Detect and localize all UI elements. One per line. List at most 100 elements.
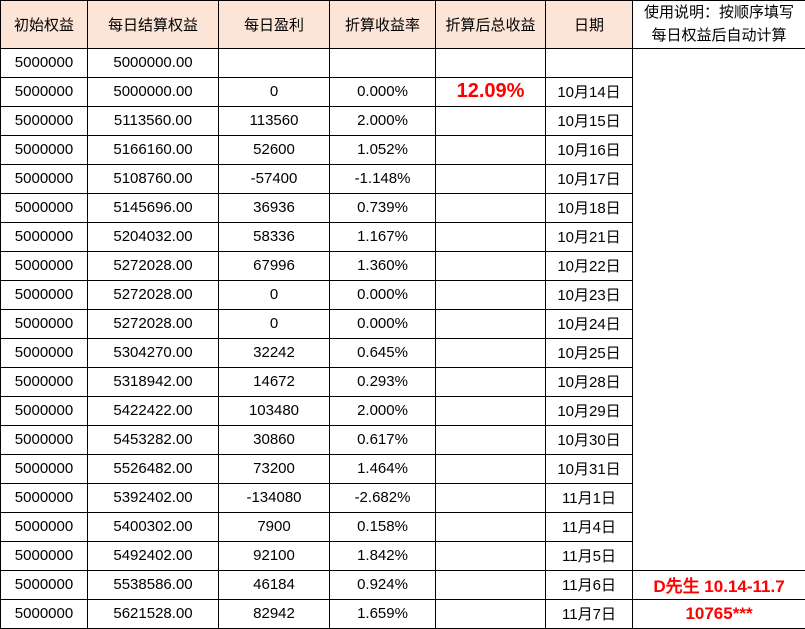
cell-daily-profit[interactable]: -134080: [219, 483, 330, 512]
cell-settlement-equity[interactable]: 5304270.00: [88, 338, 219, 367]
cell-daily-return-rate[interactable]: 1.167%: [330, 222, 436, 251]
cell-total-return[interactable]: [436, 512, 546, 541]
cell-settlement-equity[interactable]: 5108760.00: [88, 164, 219, 193]
cell-date[interactable]: 10月16日: [546, 135, 633, 164]
cell-initial-equity[interactable]: 5000000: [1, 77, 88, 106]
cell-settlement-equity[interactable]: 5400302.00: [88, 512, 219, 541]
cell-daily-profit[interactable]: 14672: [219, 367, 330, 396]
cell-initial-equity[interactable]: 5000000: [1, 106, 88, 135]
cell-daily-return-rate[interactable]: -1.148%: [330, 164, 436, 193]
cell-initial-equity[interactable]: 5000000: [1, 483, 88, 512]
cell-settlement-equity[interactable]: 5000000.00: [88, 77, 219, 106]
cell-settlement-equity[interactable]: 5204032.00: [88, 222, 219, 251]
cell-daily-return-rate[interactable]: 1.659%: [330, 599, 436, 628]
cell-daily-profit[interactable]: 0: [219, 280, 330, 309]
cell-daily-profit[interactable]: 0: [219, 77, 330, 106]
cell-daily-return-rate[interactable]: 1.052%: [330, 135, 436, 164]
cell-settlement-equity[interactable]: 5492402.00: [88, 541, 219, 570]
cell-initial-equity[interactable]: 5000000: [1, 599, 88, 628]
cell-date[interactable]: 11月4日: [546, 512, 633, 541]
cell-daily-profit[interactable]: [219, 48, 330, 77]
column-header-total-return[interactable]: 折算后总收益: [436, 1, 546, 49]
cell-settlement-equity[interactable]: 5318942.00: [88, 367, 219, 396]
cell-total-return[interactable]: [436, 338, 546, 367]
cell-daily-return-rate[interactable]: 0.000%: [330, 309, 436, 338]
cell-settlement-equity[interactable]: 5422422.00: [88, 396, 219, 425]
cell-initial-equity[interactable]: 5000000: [1, 512, 88, 541]
cell-date[interactable]: 10月24日: [546, 309, 633, 338]
column-header-daily-return-rate[interactable]: 折算收益率: [330, 1, 436, 49]
cell-daily-profit[interactable]: 52600: [219, 135, 330, 164]
cell-daily-profit[interactable]: 7900: [219, 512, 330, 541]
cell-total-return[interactable]: [436, 599, 546, 628]
cell-total-return[interactable]: [436, 135, 546, 164]
column-header-daily-profit[interactable]: 每日盈利: [219, 1, 330, 49]
cell-daily-return-rate[interactable]: 0.158%: [330, 512, 436, 541]
cell-daily-return-rate[interactable]: 0.924%: [330, 570, 436, 599]
cell-daily-return-rate[interactable]: [330, 48, 436, 77]
cell-daily-return-rate[interactable]: 0.645%: [330, 338, 436, 367]
cell-date[interactable]: 10月14日: [546, 77, 633, 106]
cell-total-return[interactable]: [436, 48, 546, 77]
cell-settlement-equity[interactable]: 5621528.00: [88, 599, 219, 628]
cell-settlement-equity[interactable]: 5145696.00: [88, 193, 219, 222]
cell-date[interactable]: 10月18日: [546, 193, 633, 222]
cell-daily-return-rate[interactable]: 0.293%: [330, 367, 436, 396]
cell-daily-profit[interactable]: 113560: [219, 106, 330, 135]
cell-daily-profit[interactable]: 0: [219, 309, 330, 338]
cell-total-return[interactable]: [436, 280, 546, 309]
cell-date[interactable]: 11月6日: [546, 570, 633, 599]
column-header-date[interactable]: 日期: [546, 1, 633, 49]
cell-daily-profit[interactable]: 32242: [219, 338, 330, 367]
cell-initial-equity[interactable]: 5000000: [1, 164, 88, 193]
cell-daily-return-rate[interactable]: 1.464%: [330, 454, 436, 483]
cell-daily-return-rate[interactable]: 0.739%: [330, 193, 436, 222]
cell-total-return[interactable]: [436, 541, 546, 570]
cell-initial-equity[interactable]: 5000000: [1, 570, 88, 599]
column-header-initial-equity[interactable]: 初始权益: [1, 1, 88, 49]
cell-daily-return-rate[interactable]: 2.000%: [330, 106, 436, 135]
cell-initial-equity[interactable]: 5000000: [1, 135, 88, 164]
cell-total-return[interactable]: [436, 251, 546, 280]
cell-total-return[interactable]: [436, 425, 546, 454]
cell-daily-profit[interactable]: 82942: [219, 599, 330, 628]
cell-date[interactable]: 10月28日: [546, 367, 633, 396]
cell-total-return[interactable]: [436, 396, 546, 425]
cell-daily-return-rate[interactable]: 1.360%: [330, 251, 436, 280]
cell-date[interactable]: 11月1日: [546, 483, 633, 512]
cell-total-return[interactable]: [436, 570, 546, 599]
cell-settlement-equity[interactable]: 5272028.00: [88, 280, 219, 309]
cell-daily-profit[interactable]: 58336: [219, 222, 330, 251]
cell-daily-profit[interactable]: -57400: [219, 164, 330, 193]
cell-total-return[interactable]: [436, 222, 546, 251]
cell-initial-equity[interactable]: 5000000: [1, 309, 88, 338]
cell-date[interactable]: 10月22日: [546, 251, 633, 280]
cell-total-return[interactable]: [436, 106, 546, 135]
cell-daily-profit[interactable]: 36936: [219, 193, 330, 222]
cell-date[interactable]: 10月25日: [546, 338, 633, 367]
cell-date[interactable]: 10月15日: [546, 106, 633, 135]
cell-daily-profit[interactable]: 30860: [219, 425, 330, 454]
cell-date[interactable]: 11月5日: [546, 541, 633, 570]
cell-initial-equity[interactable]: 5000000: [1, 425, 88, 454]
cell-settlement-equity[interactable]: 5272028.00: [88, 309, 219, 338]
cell-initial-equity[interactable]: 5000000: [1, 193, 88, 222]
cell-initial-equity[interactable]: 5000000: [1, 367, 88, 396]
cell-settlement-equity[interactable]: 5166160.00: [88, 135, 219, 164]
cell-initial-equity[interactable]: 5000000: [1, 454, 88, 483]
cell-total-return[interactable]: [436, 483, 546, 512]
cell-initial-equity[interactable]: 5000000: [1, 222, 88, 251]
cell-daily-return-rate[interactable]: 0.617%: [330, 425, 436, 454]
cell-date[interactable]: 10月30日: [546, 425, 633, 454]
cell-date[interactable]: 10月21日: [546, 222, 633, 251]
cell-settlement-equity[interactable]: 5538586.00: [88, 570, 219, 599]
cell-total-return[interactable]: [436, 164, 546, 193]
cell-settlement-equity[interactable]: 5000000.00: [88, 48, 219, 77]
cell-daily-profit[interactable]: 92100: [219, 541, 330, 570]
cell-daily-profit[interactable]: 46184: [219, 570, 330, 599]
usage-note-cell[interactable]: 使用说明：按顺序填写每日权益后自动计算: [633, 1, 805, 49]
cell-initial-equity[interactable]: 5000000: [1, 541, 88, 570]
cell-daily-profit[interactable]: 73200: [219, 454, 330, 483]
cell-daily-return-rate[interactable]: 0.000%: [330, 280, 436, 309]
cell-total-return[interactable]: [436, 309, 546, 338]
